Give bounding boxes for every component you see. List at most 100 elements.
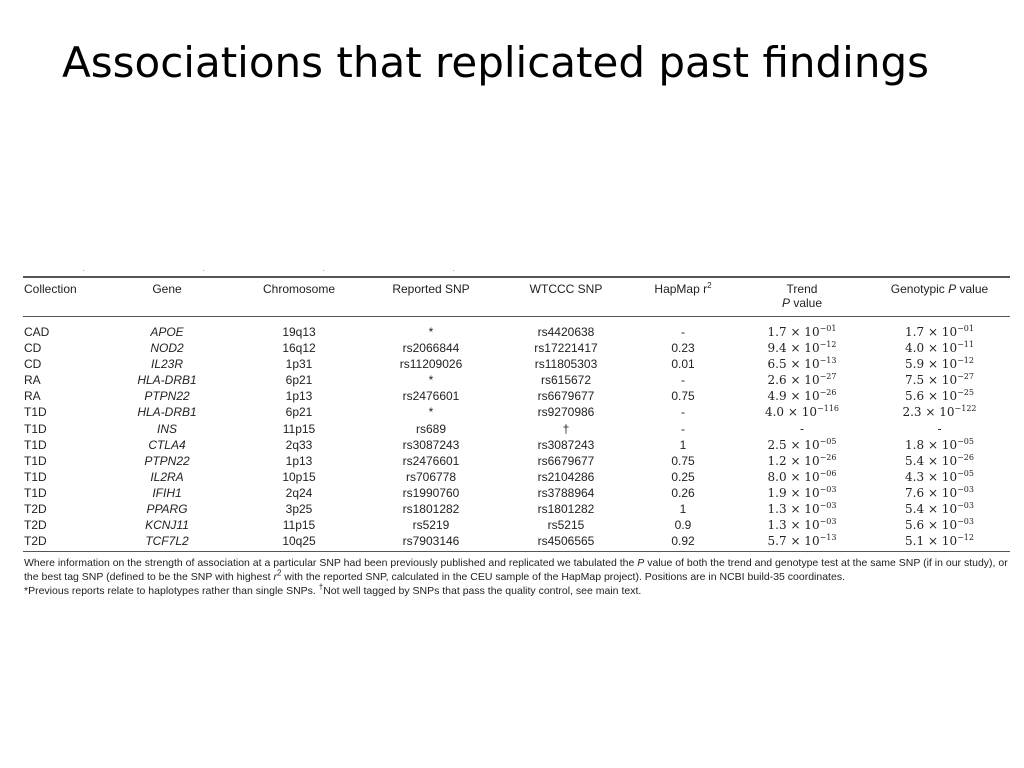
table-footnote: Where information on the strength of ass…: [24, 557, 1008, 598]
header-reported-snp: Reported SNP: [361, 278, 501, 317]
cell-trend-p-value: 9.4 × 10−12: [767, 340, 837, 356]
table-row: T1D HLA-DRB1 6p21 * rs9270986 - 4.0 × 10−116 2.…: [23, 404, 1010, 420]
cell-gene: IL23R: [150, 357, 184, 372]
cell-wtccc-snp: rs6679677: [537, 389, 595, 404]
cell-chromosome: 1p31: [285, 357, 313, 372]
cell-collection: CD: [24, 357, 42, 372]
cell-wtccc-snp: rs9270986: [537, 405, 595, 420]
cell-hapmap-r2: 0.75: [671, 389, 695, 404]
cell-trend-p-value: 4.9 × 10−26: [767, 388, 837, 404]
cell-chromosome: 10q25: [237, 533, 361, 553]
cell-trend-p-value: -: [799, 421, 805, 436]
cell-genotypic-p-value: 5.4 × 10−03: [905, 501, 974, 517]
cell-chromosome: 2q24: [285, 485, 313, 500]
cell-chromosome: 11p15: [282, 421, 316, 436]
cell-hapmap-r2: 0.75: [671, 453, 695, 468]
cell-trend-p-value: 1.7 × 10−01: [767, 324, 837, 340]
cell-trend-p-value: 4.0 × 10−116: [764, 404, 840, 420]
cell-wtccc-snp: rs17221417: [534, 341, 598, 356]
cell-reported-snp: rs2066844: [402, 341, 460, 356]
cell-collection: T1D: [24, 453, 47, 468]
header-genotypic-p-value: Genotypic P value: [869, 278, 1010, 317]
header-collection: Collection: [23, 278, 97, 317]
cell-gene: IFIH1: [152, 485, 182, 500]
cell-gene: NOD2: [150, 341, 184, 356]
cell-wtccc-snp: †: [562, 421, 570, 436]
cell-gene: PPARG: [146, 502, 188, 517]
cell-hapmap-r2: 0.26: [671, 485, 695, 500]
cell-hapmap-r2: 1: [679, 502, 687, 517]
cell-genotypic-p-value: 4.0 × 10−11: [905, 340, 974, 356]
cell-chromosome: 16q12: [282, 341, 316, 356]
cell-chromosome: 3p25: [285, 502, 313, 517]
cell-reported-snp: rs689: [415, 421, 447, 436]
cell-hapmap-r2: 1: [679, 437, 687, 452]
cell-collection: RA: [24, 373, 41, 388]
cell-genotypic-p-value: 5.4 × 10−26: [905, 452, 974, 468]
cell-collection: T2D: [24, 518, 47, 533]
cell-reported-snp: rs1990760: [402, 485, 460, 500]
table-top-rule: [23, 270, 1010, 278]
header-wtccc-snp: WTCCC SNP: [501, 278, 631, 317]
cell-trend-p-value: 6.5 × 10−13: [767, 356, 837, 372]
cell-reported-snp: rs2476601: [402, 453, 460, 468]
cell-wtccc-snp: rs2104286: [537, 469, 595, 484]
cell-collection: CAD: [24, 325, 50, 339]
snp-table-figure: Collection Gene Chromosome Reported SNP …: [23, 270, 1010, 598]
cell-genotypic-p-value: -: [937, 421, 942, 436]
table-row: T1D CTLA4 2q33 rs3087243 rs3087243 1 2.5 × 10−…: [23, 437, 1010, 453]
cell-chromosome: 10p15: [282, 469, 316, 484]
table-row: T1D IL2RA 10p15 rs706778 rs2104286 0.25 8.0 × …: [23, 469, 1010, 485]
cell-reported-snp: rs7903146: [361, 533, 501, 553]
cell-collection: T2D: [24, 502, 47, 517]
table-row: CAD APOE 19q13 * rs4420638 - 1.7 × 10−01 1.7 × …: [23, 317, 1010, 341]
header-gene: Gene: [97, 278, 237, 317]
slide-title: Associations that replicated past findin…: [62, 38, 930, 87]
header-trend-p-value: Trend P value: [735, 278, 869, 317]
cell-chromosome: 19q13: [282, 325, 316, 339]
cell-wtccc-snp: rs615672: [540, 373, 592, 388]
header-hapmap-r2: HapMap r2: [631, 278, 735, 317]
cell-reported-snp: rs5219: [412, 518, 450, 533]
cell-gene: APOE: [150, 325, 184, 339]
cell-collection: T2D: [23, 533, 97, 553]
cell-gene: INS: [156, 421, 177, 436]
cell-trend-p-value: 5.7 × 10−13: [735, 533, 869, 553]
cell-trend-p-value: 2.5 × 10−05: [767, 436, 837, 452]
cell-reported-snp: rs11209026: [399, 357, 463, 372]
cell-trend-p-value: 1.9 × 10−03: [767, 484, 837, 500]
cell-genotypic-p-value: 1.7 × 10−01: [905, 324, 974, 340]
cell-hapmap-r2: -: [681, 405, 685, 420]
cell-wtccc-snp: rs3788964: [537, 485, 595, 500]
cell-collection: T1D: [24, 405, 47, 420]
table-row: T1D PTPN22 1p13 rs2476601 rs6679677 0.75 1.2 ×…: [23, 453, 1010, 469]
cell-hapmap-r2: 0.23: [671, 341, 695, 356]
cell-genotypic-p-value: 5.6 × 10−25: [905, 388, 974, 404]
cell-collection: CD: [24, 341, 42, 356]
cell-hapmap-r2: -: [681, 421, 685, 436]
cell-chromosome: 6p21: [285, 373, 313, 388]
cell-hapmap-r2: -: [681, 373, 685, 388]
cell-reported-snp: rs2476601: [402, 389, 460, 404]
table-row: T2D KCNJ11 11p15 rs5219 rs5215 0.9 1.3 × 10−03…: [23, 517, 1010, 533]
header-chromosome: Chromosome: [237, 278, 361, 317]
table-row: T2D TCF7L2 10q25 rs7903146 rs4506565 0.92 5.7 …: [23, 533, 1010, 553]
cell-chromosome: 2q33: [285, 437, 313, 452]
table-row: T1D INS 11p15 rs689 † - - -: [23, 421, 1010, 437]
cell-gene: PTPN22: [144, 389, 190, 404]
cell-wtccc-snp: rs11805303: [534, 357, 598, 372]
snp-association-table: Collection Gene Chromosome Reported SNP …: [23, 278, 1010, 553]
cell-trend-p-value: 1.2 × 10−26: [767, 452, 837, 468]
cell-genotypic-p-value: 7.6 × 10−03: [905, 484, 974, 500]
cell-collection: T1D: [24, 469, 47, 484]
cell-genotypic-p-value: 1.8 × 10−05: [905, 436, 974, 452]
cell-reported-snp: rs3087243: [402, 437, 460, 452]
cell-reported-snp: rs706778: [405, 469, 457, 484]
table-row: RA HLA-DRB1 6p21 * rs615672 - 2.6 × 10−27 7.5 ×…: [23, 372, 1010, 388]
table-header-row: Collection Gene Chromosome Reported SNP …: [23, 278, 1010, 317]
cell-chromosome: 11p15: [282, 518, 316, 533]
cell-reported-snp: *: [428, 373, 434, 388]
cell-gene: PTPN22: [144, 453, 190, 468]
table-row: CD NOD2 16q12 rs2066844 rs17221417 0.23 9.4 × …: [23, 340, 1010, 356]
cell-collection: RA: [24, 389, 41, 404]
